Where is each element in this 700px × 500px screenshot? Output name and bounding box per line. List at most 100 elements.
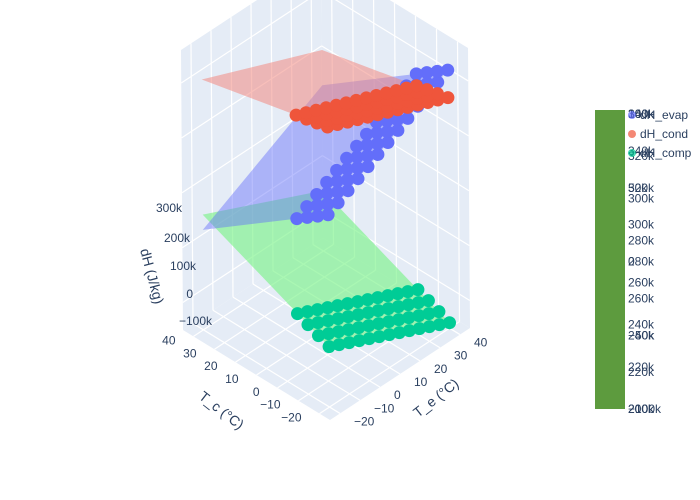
- marker-dH_comp: [351, 295, 365, 309]
- marker-dH_comp: [411, 296, 425, 310]
- marker-dH_evap: [341, 184, 355, 198]
- marker-dH_cond: [339, 96, 353, 110]
- marker-dH_comp: [341, 297, 355, 311]
- x-tick-label: 40: [162, 333, 176, 347]
- marker-dH_evap: [351, 161, 364, 175]
- marker-dH_comp: [351, 308, 365, 322]
- marker-dH_cond: [299, 106, 313, 120]
- marker-dH_evap: [441, 63, 455, 77]
- marker-dH_comp: [372, 330, 386, 344]
- colorbar-tick-label: 50k: [628, 181, 648, 195]
- marker-dH_evap: [331, 196, 345, 210]
- legend-marker-dH_cond[interactable]: [628, 130, 636, 138]
- marker-dH_cond: [441, 91, 455, 105]
- data-markers: [289, 63, 456, 354]
- legend-label-dH_comp[interactable]: dH_comp: [640, 146, 692, 160]
- y-tick-label: 30: [454, 349, 468, 363]
- marker-dH_comp: [361, 306, 375, 320]
- marker-dH_comp: [402, 311, 416, 325]
- marker-dH_comp: [412, 322, 426, 336]
- marker-dH_cond: [309, 103, 323, 117]
- marker-dH_comp: [382, 328, 396, 342]
- marker-dH_evap: [290, 212, 304, 226]
- marker-dH_comp: [331, 299, 345, 313]
- x-gridline: [393, 2, 398, 284]
- marker-dH_comp: [421, 294, 435, 308]
- marker-dH_evap: [321, 197, 335, 211]
- marker-dH_comp: [402, 324, 416, 338]
- marker-dH_comp: [391, 300, 405, 314]
- colorbar-tick-label: 260k: [628, 276, 655, 290]
- marker-dH_comp: [362, 319, 376, 333]
- z-tick-label: 300k: [156, 201, 183, 215]
- x-tick-label: 10: [225, 372, 239, 386]
- z-tick-label: 100k: [170, 259, 197, 273]
- marker-dH_comp: [352, 334, 366, 348]
- marker-dH_evap: [321, 208, 335, 222]
- marker-dH_comp: [381, 302, 395, 316]
- marker-dH_evap: [341, 173, 355, 187]
- marker-dH_evap: [381, 136, 395, 149]
- colorbar-tick-label: 200k: [628, 402, 655, 416]
- colorbar-tick-label: 220k: [628, 360, 655, 374]
- marker-dH_cond: [359, 91, 373, 105]
- marker-dH_evap: [320, 186, 334, 200]
- marker-dH_cond: [389, 84, 403, 98]
- legend-label-dH_cond[interactable]: dH_cond: [640, 127, 688, 141]
- marker-dH_evap: [370, 137, 384, 151]
- colorbar-tick-label: 220k: [628, 365, 655, 379]
- y-tick-label: 10: [414, 375, 428, 389]
- marker-dH_cond: [399, 81, 413, 95]
- y-tick-label: 20: [434, 362, 448, 376]
- marker-dH_comp: [401, 285, 415, 299]
- marker-dH_cond: [319, 101, 333, 115]
- z-axis-title: dH (J/kg): [137, 247, 167, 306]
- marker-dH_comp: [392, 313, 406, 327]
- marker-dH_cond: [369, 89, 383, 102]
- marker-dH_evap: [340, 151, 354, 165]
- marker-dH_comp: [391, 287, 405, 301]
- marker-dH_evap: [350, 150, 364, 164]
- marker-dH_comp: [422, 307, 436, 321]
- marker-dH_evap: [420, 66, 434, 80]
- marker-dH_evap: [361, 160, 375, 174]
- marker-dH_comp: [321, 314, 335, 328]
- marker-dH_evap: [331, 185, 345, 199]
- x-gridline: [414, 15, 419, 296]
- marker-dH_evap: [300, 200, 314, 214]
- z-gridline: [182, 155, 323, 249]
- legend[interactable]: dH_evap dH_cond dH_comp: [628, 108, 692, 160]
- marker-dH_comp: [341, 310, 355, 324]
- colorbar-tick-label: 260k: [628, 291, 655, 305]
- colorbar-tick-label: 240k: [628, 328, 655, 342]
- y-gridline: [230, 17, 234, 298]
- marker-dH_comp: [432, 318, 446, 332]
- legend-marker-dH_evap[interactable]: [628, 111, 636, 119]
- marker-dH_comp: [371, 291, 385, 305]
- y-tick-label: 0: [394, 388, 401, 402]
- marker-dH_evap: [320, 175, 334, 189]
- marker-dH_evap: [390, 113, 404, 127]
- marker-dH_cond: [329, 98, 343, 112]
- marker-dH_evap: [431, 75, 445, 89]
- colorbar-tick-label: 320k: [628, 181, 655, 195]
- legend-label-dH_evap[interactable]: dH_evap: [640, 108, 688, 122]
- marker-dH_comp: [401, 298, 415, 312]
- legend-marker-dH_comp[interactable]: [628, 149, 636, 157]
- y-gridline: [190, 43, 194, 324]
- colorbar-tick-label: 0: [628, 255, 635, 269]
- marker-dH_cond: [420, 83, 434, 97]
- marker-dH_evap: [401, 111, 415, 125]
- marker-dH_cond: [349, 93, 363, 107]
- marker-dH_evap: [430, 64, 444, 78]
- marker-dH_comp: [342, 323, 356, 337]
- y-gridline: [210, 30, 214, 311]
- x-gridline: [456, 41, 461, 322]
- marker-dH_comp: [392, 326, 406, 340]
- z-gridline: [180, 0, 309, 84]
- colorbar: [595, 110, 625, 409]
- marker-dH_evap: [330, 163, 344, 177]
- marker-dH_evap: [370, 126, 384, 140]
- marker-dH_comp: [422, 320, 436, 334]
